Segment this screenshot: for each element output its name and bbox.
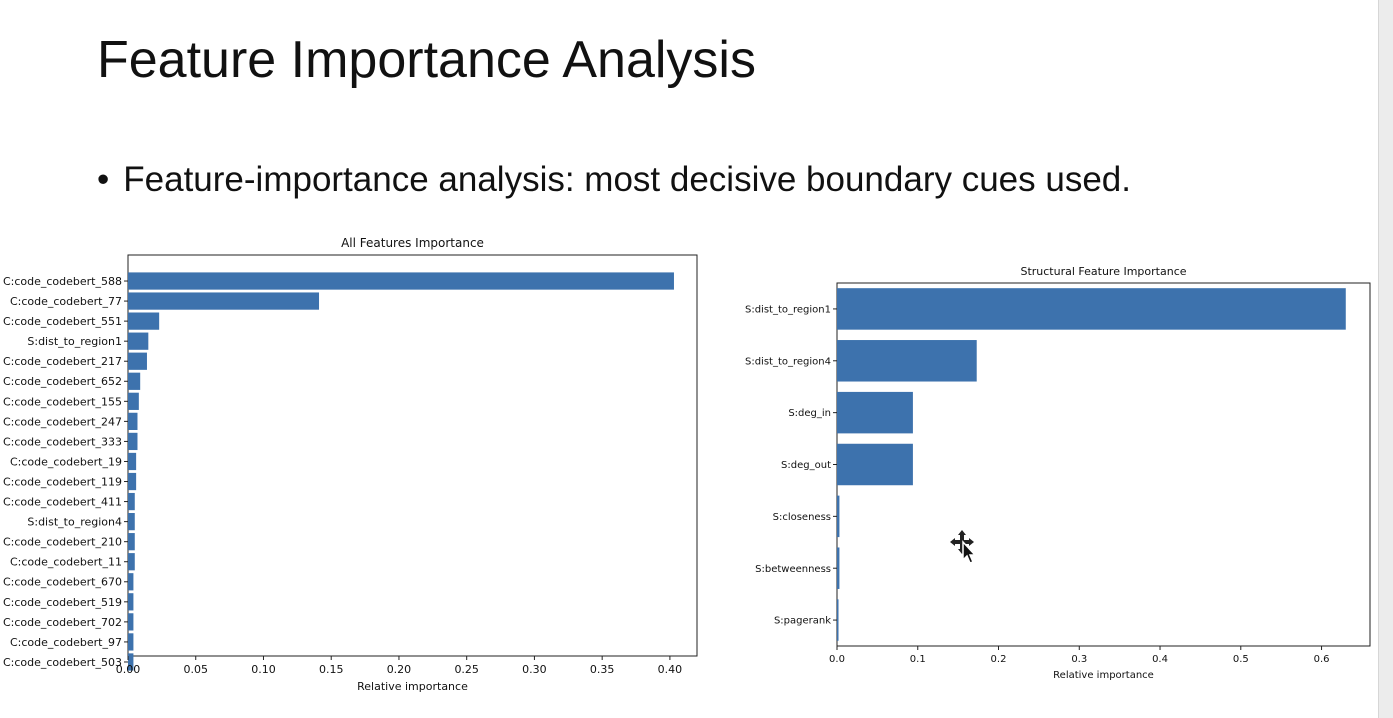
all-category-label: C:code_codebert_155 [3, 395, 122, 408]
all-bar [128, 472, 137, 491]
all-bar [128, 372, 141, 390]
all-category-label: C:code_codebert_247 [3, 415, 122, 428]
structural-xtick-label: 0.2 [991, 654, 1007, 665]
all-category-label: C:code_codebert_119 [3, 475, 122, 488]
all-bar [128, 312, 160, 330]
all-bar [128, 292, 320, 310]
structural-xtick-label: 0.3 [1071, 654, 1087, 665]
all-category-label: C:code_codebert_217 [3, 355, 122, 368]
scrollbar-strip [1378, 0, 1393, 718]
all-category-label: C:code_codebert_11 [10, 556, 122, 569]
bullet-point: • Feature-importance analysis: most decis… [97, 160, 1131, 200]
structural-bar [837, 443, 913, 486]
structural-chart-title: Structural Feature Importance [1020, 265, 1186, 278]
all-category-label: C:code_codebert_411 [3, 496, 122, 509]
structural-xtick-label: 0.1 [910, 654, 926, 665]
all-category-label: C:code_codebert_588 [3, 275, 122, 288]
all-bar [128, 513, 135, 531]
all-xtick-label: 0.40 [658, 663, 683, 676]
structural-bar [837, 288, 1346, 330]
structural-xtick-label: 0.6 [1314, 654, 1330, 665]
all-category-label: S:dist_to_region1 [27, 335, 122, 348]
all-bar [128, 492, 135, 511]
all-xtick-label: 0.30 [522, 663, 547, 676]
structural-bar [837, 495, 840, 538]
structural-category-label: S:pagerank [774, 616, 831, 627]
all-category-label: C:code_codebert_652 [3, 375, 122, 388]
all-bar [128, 533, 135, 551]
structural-bar [837, 391, 913, 434]
all-category-label: C:code_codebert_519 [3, 596, 122, 609]
structural-xtick-label: 0.4 [1152, 654, 1168, 665]
all-bar [128, 553, 135, 571]
all-bar [128, 272, 674, 290]
all-bar [128, 593, 134, 611]
all-category-label: C:code_codebert_19 [10, 455, 122, 468]
all-xtick-label: 0.15 [319, 663, 344, 676]
all-category-label: C:code_codebert_333 [3, 435, 122, 448]
structural-category-label: S:closeness [773, 512, 831, 523]
structural-category-label: S:deg_in [788, 408, 831, 419]
all-bar [128, 573, 134, 591]
all-category-label: C:code_codebert_702 [3, 616, 122, 629]
structural-xtick-label: 0.0 [829, 654, 845, 665]
all-xtick-label: 0.05 [183, 663, 208, 676]
slide-title: Feature Importance Analysis [97, 31, 756, 89]
structural-category-label: S:dist_to_region1 [745, 305, 831, 316]
all-bar [128, 633, 134, 651]
all-xtick-label: 0.35 [590, 663, 615, 676]
all-bar [128, 392, 139, 410]
structural-category-label: S:deg_out [781, 460, 831, 471]
structural-bar [837, 547, 840, 589]
all-category-label: C:code_codebert_210 [3, 536, 122, 549]
all-x-axis-label: Relative importance [357, 680, 468, 693]
structural-bar [837, 599, 839, 641]
structural-x-axis-label: Relative importance [1053, 670, 1154, 681]
structural-category-label: S:betweenness [755, 564, 831, 575]
all-bar [128, 352, 147, 370]
all-xtick-label: 0.25 [454, 663, 479, 676]
structural-category-label: S:dist_to_region4 [745, 356, 831, 367]
all-category-label: C:code_codebert_503 [3, 656, 122, 669]
all-xtick-label: 0.10 [251, 663, 276, 676]
structural-plot-frame [836, 282, 1371, 647]
move-cursor-icon [947, 527, 978, 564]
bullet-text: Feature-importance analysis: most decisi… [123, 160, 1131, 199]
all-category-label: C:code_codebert_77 [10, 295, 122, 308]
all-bar [128, 613, 134, 631]
all-bar [128, 332, 149, 350]
all-bar [128, 653, 134, 671]
all-xtick-label: 0.00 [116, 663, 141, 676]
all-category-label: C:code_codebert_551 [3, 315, 122, 328]
structural-bar [837, 340, 977, 382]
all-bar [128, 412, 138, 430]
all-chart-title: All Features Importance [341, 236, 484, 250]
all-xtick-label: 0.20 [387, 663, 412, 676]
bullet-dot: • [97, 160, 110, 199]
all-bar [128, 452, 137, 471]
all-category-label: C:code_codebert_97 [10, 636, 122, 649]
structural-xtick-label: 0.5 [1233, 654, 1249, 665]
all-category-label: S:dist_to_region4 [27, 516, 122, 529]
all-bar [128, 432, 138, 451]
all-category-label: C:code_codebert_670 [3, 576, 122, 589]
